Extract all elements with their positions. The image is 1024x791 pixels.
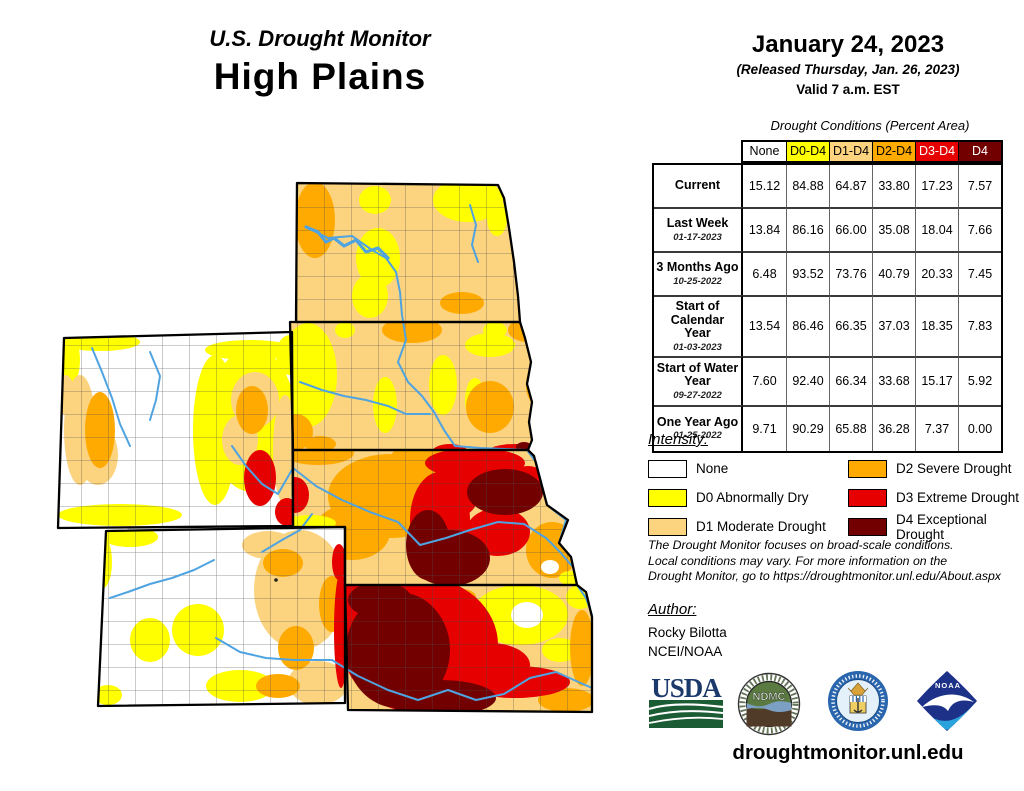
- legend-item-d3: D3 Extreme Drought: [848, 483, 1024, 512]
- map-date: January 24, 2023: [751, 31, 945, 58]
- col-header-none: None: [743, 142, 786, 161]
- col-header-d0d4: D0-D4: [786, 142, 829, 161]
- author-name: Rocky Bilotta: [648, 625, 727, 640]
- county-lines: [58, 183, 592, 712]
- table-body: Current 15.12 84.88 64.87 33.80 17.23 7.…: [652, 163, 1003, 453]
- intensity-legend: Intensity: None D0 Abnormally Dry D1 Mod…: [648, 431, 1024, 542]
- col-header-d4: D4: [958, 142, 1001, 161]
- none-swatch: [648, 459, 687, 478]
- col-header-d1d4: D1-D4: [829, 142, 872, 161]
- valid-time: Valid 7 a.m. EST: [796, 82, 900, 97]
- d2-swatch: [848, 459, 887, 478]
- legend-item-d2: D2 Severe Drought: [848, 454, 1024, 483]
- noaa-logo: NOAA: [917, 671, 977, 731]
- commerce-seal-logo: [828, 671, 888, 731]
- report-title: U.S. Drought Monitor: [209, 26, 431, 51]
- usda-logo: USDA: [648, 675, 724, 733]
- table-caption: Drought Conditions (Percent Area): [770, 118, 970, 133]
- table-header-row: None D0-D4 D1-D4 D2-D4 D3-D4 D4: [741, 140, 1003, 163]
- release-date: (Released Thursday, Jan. 26, 2023): [736, 62, 960, 77]
- col-header-d3d4: D3-D4: [915, 142, 958, 161]
- region-title: High Plains: [213, 56, 427, 97]
- legend-item-d1: D1 Moderate Drought: [648, 512, 848, 541]
- legend-item-none: None: [648, 454, 848, 483]
- drought-map: [56, 181, 594, 714]
- website-url: droughtmonitor.unl.edu: [732, 741, 964, 764]
- svg-text:NOAA: NOAA: [935, 681, 961, 690]
- legend-item-d0: D0 Abnormally Dry: [648, 483, 848, 512]
- state-borders: [56, 181, 594, 714]
- ndmc-logo: NDMC: [737, 672, 801, 736]
- legend-heading: Intensity:: [648, 431, 709, 448]
- svg-text:NDMC: NDMC: [753, 691, 786, 703]
- d4-swatch: [848, 517, 887, 536]
- d0-swatch: [648, 488, 687, 507]
- disclaimer-text: The Drought Monitor focuses on broad-sca…: [648, 538, 1001, 583]
- author-org: NCEI/NOAA: [648, 644, 723, 659]
- d3-swatch: [848, 488, 887, 507]
- legend-item-d4: D4 Exceptional Drought: [848, 512, 1024, 542]
- col-header-d2d4: D2-D4: [872, 142, 915, 161]
- author-block: Author: Rocky Bilotta NCEI/NOAA: [648, 600, 727, 661]
- author-heading: Author:: [648, 601, 697, 618]
- usda-field-icon: [648, 700, 724, 728]
- d1-swatch: [648, 517, 687, 536]
